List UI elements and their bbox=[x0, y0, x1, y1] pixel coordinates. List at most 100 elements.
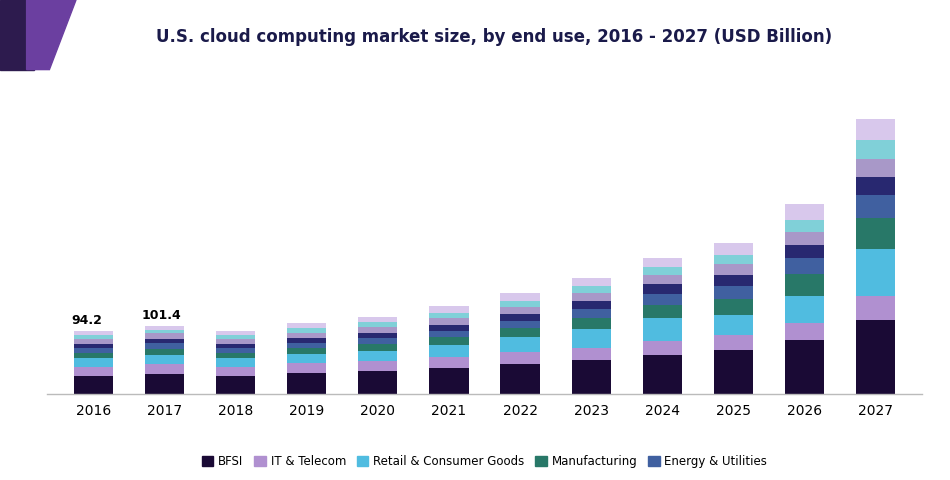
Bar bbox=[856, 141, 895, 159]
Bar bbox=[217, 358, 256, 367]
Bar bbox=[429, 312, 468, 318]
Bar bbox=[429, 346, 468, 357]
Bar bbox=[217, 336, 256, 339]
Bar bbox=[145, 355, 184, 364]
Bar bbox=[287, 354, 327, 363]
Bar bbox=[145, 333, 184, 339]
Bar bbox=[217, 344, 256, 348]
Bar bbox=[713, 255, 752, 264]
Bar bbox=[287, 333, 327, 338]
Bar bbox=[287, 323, 327, 328]
Bar bbox=[358, 333, 397, 338]
Bar bbox=[287, 363, 327, 373]
Bar bbox=[642, 341, 682, 355]
Bar bbox=[74, 358, 113, 367]
Bar bbox=[358, 361, 397, 371]
Bar bbox=[713, 243, 752, 255]
Bar bbox=[217, 375, 256, 394]
Bar bbox=[287, 343, 327, 348]
Bar bbox=[429, 337, 468, 346]
Bar bbox=[287, 348, 327, 354]
Bar bbox=[572, 301, 611, 309]
Bar bbox=[642, 258, 682, 267]
Bar bbox=[642, 294, 682, 304]
Bar bbox=[358, 351, 397, 361]
Bar bbox=[358, 371, 397, 394]
Bar bbox=[713, 350, 752, 394]
Bar bbox=[74, 344, 113, 348]
Bar bbox=[145, 364, 184, 374]
Bar bbox=[572, 360, 611, 394]
Bar bbox=[642, 318, 682, 341]
Bar bbox=[429, 368, 468, 394]
Bar bbox=[501, 300, 540, 307]
Bar bbox=[429, 306, 468, 312]
Bar bbox=[785, 323, 824, 340]
Bar bbox=[572, 329, 611, 348]
Bar bbox=[145, 374, 184, 394]
Bar bbox=[358, 317, 397, 322]
Bar bbox=[74, 353, 113, 358]
Bar bbox=[74, 367, 113, 376]
Text: 101.4: 101.4 bbox=[142, 309, 181, 323]
Bar bbox=[145, 343, 184, 349]
Bar bbox=[785, 245, 824, 258]
Bar bbox=[572, 348, 611, 360]
Legend: Healthcare, Media & Entertainment, Government & Public Sector, Others: Healthcare, Media & Entertainment, Gover… bbox=[200, 479, 716, 480]
Bar bbox=[429, 331, 468, 337]
Bar bbox=[856, 249, 895, 296]
Bar bbox=[501, 337, 540, 352]
Bar bbox=[713, 287, 752, 299]
Bar bbox=[642, 304, 682, 318]
Bar bbox=[501, 314, 540, 321]
Bar bbox=[74, 331, 113, 336]
Bar bbox=[74, 348, 113, 353]
Bar bbox=[785, 296, 824, 323]
Bar bbox=[572, 293, 611, 301]
Bar bbox=[642, 355, 682, 394]
Bar bbox=[572, 278, 611, 287]
Bar bbox=[287, 338, 327, 343]
Bar bbox=[785, 258, 824, 275]
Bar bbox=[713, 275, 752, 287]
Bar bbox=[856, 296, 895, 320]
Bar bbox=[642, 267, 682, 275]
Bar bbox=[217, 339, 256, 344]
Bar bbox=[856, 218, 895, 249]
Polygon shape bbox=[27, 0, 76, 70]
Bar bbox=[713, 264, 752, 275]
Bar bbox=[856, 195, 895, 218]
Bar bbox=[501, 321, 540, 328]
Bar bbox=[572, 287, 611, 293]
Bar bbox=[785, 340, 824, 394]
Bar bbox=[785, 204, 824, 220]
Bar bbox=[501, 293, 540, 300]
Bar bbox=[429, 318, 468, 324]
Bar bbox=[856, 177, 895, 195]
Bar bbox=[145, 330, 184, 333]
Bar bbox=[287, 328, 327, 333]
Bar bbox=[358, 338, 397, 344]
Bar bbox=[713, 299, 752, 315]
Bar bbox=[572, 318, 611, 329]
Bar bbox=[358, 344, 397, 351]
Bar bbox=[358, 322, 397, 326]
Bar bbox=[217, 348, 256, 353]
Bar bbox=[429, 324, 468, 331]
Bar bbox=[74, 336, 113, 339]
Bar bbox=[642, 275, 682, 285]
Text: 94.2: 94.2 bbox=[71, 314, 102, 327]
Bar bbox=[145, 349, 184, 355]
Bar bbox=[74, 339, 113, 344]
Bar bbox=[358, 326, 397, 333]
Bar bbox=[287, 373, 327, 394]
Bar bbox=[713, 336, 752, 350]
Bar bbox=[501, 352, 540, 364]
Bar bbox=[74, 376, 113, 394]
Bar bbox=[785, 232, 824, 245]
Bar bbox=[785, 275, 824, 296]
Bar bbox=[217, 331, 256, 336]
Polygon shape bbox=[0, 0, 34, 70]
Bar bbox=[856, 119, 895, 141]
Bar bbox=[713, 315, 752, 336]
